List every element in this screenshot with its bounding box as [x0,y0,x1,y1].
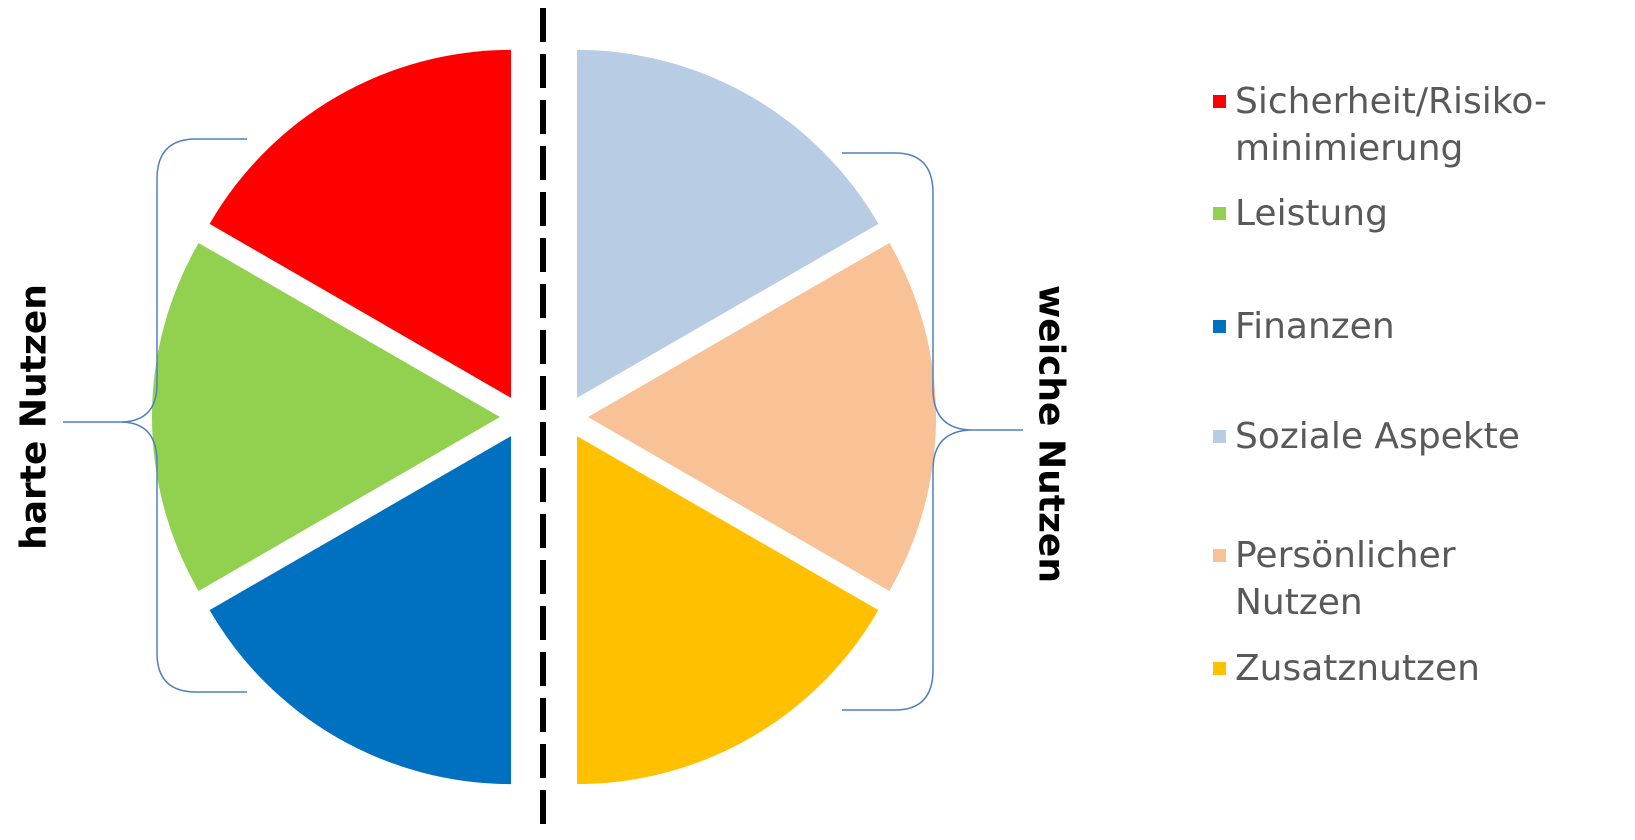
legend-label: Leistung [1235,193,1388,234]
hard-benefits-brace [63,138,247,693]
hard-benefits-label: harte Nutzen [14,284,55,550]
segment-leistung [151,243,500,591]
segment-finanzen [209,436,511,785]
legend-item-leistung: Leistung [1213,190,1388,237]
legend-item-soziale-aspekte: Soziale Aspekte [1213,413,1520,460]
legend-label: Zusatznutzen [1235,648,1480,689]
legend-item-sicherheit: Sicherheit/Risiko- minimierung [1213,78,1547,172]
segment-zusatznutzen [577,436,879,785]
legend-label: Persönlicher Nutzen [1235,535,1456,623]
segment-sicherheit [209,49,511,398]
legend-swatch [1213,549,1226,562]
legend-item-finanzen: Finanzen [1213,303,1395,350]
benefit-wheel [151,49,937,785]
legend-swatch [1213,320,1226,333]
soft-benefits-brace [842,152,1023,711]
segment-persoenlicher-nutzen [588,243,937,591]
legend-swatch [1213,430,1226,443]
legend-item-persoenlicher-nutzen: Persönlicher Nutzen [1213,532,1456,626]
legend-swatch [1213,95,1226,108]
legend-label: Soziale Aspekte [1235,416,1520,457]
legend-label: Sicherheit/Risiko- minimierung [1235,81,1548,169]
legend-swatch [1213,207,1226,220]
segment-soziale-aspekte [577,49,879,398]
legend-label: Finanzen [1235,306,1395,347]
legend-item-zusatznutzen: Zusatznutzen [1213,645,1480,692]
soft-benefits-label: weiche Nutzen [1031,285,1072,583]
legend-swatch [1213,662,1226,675]
